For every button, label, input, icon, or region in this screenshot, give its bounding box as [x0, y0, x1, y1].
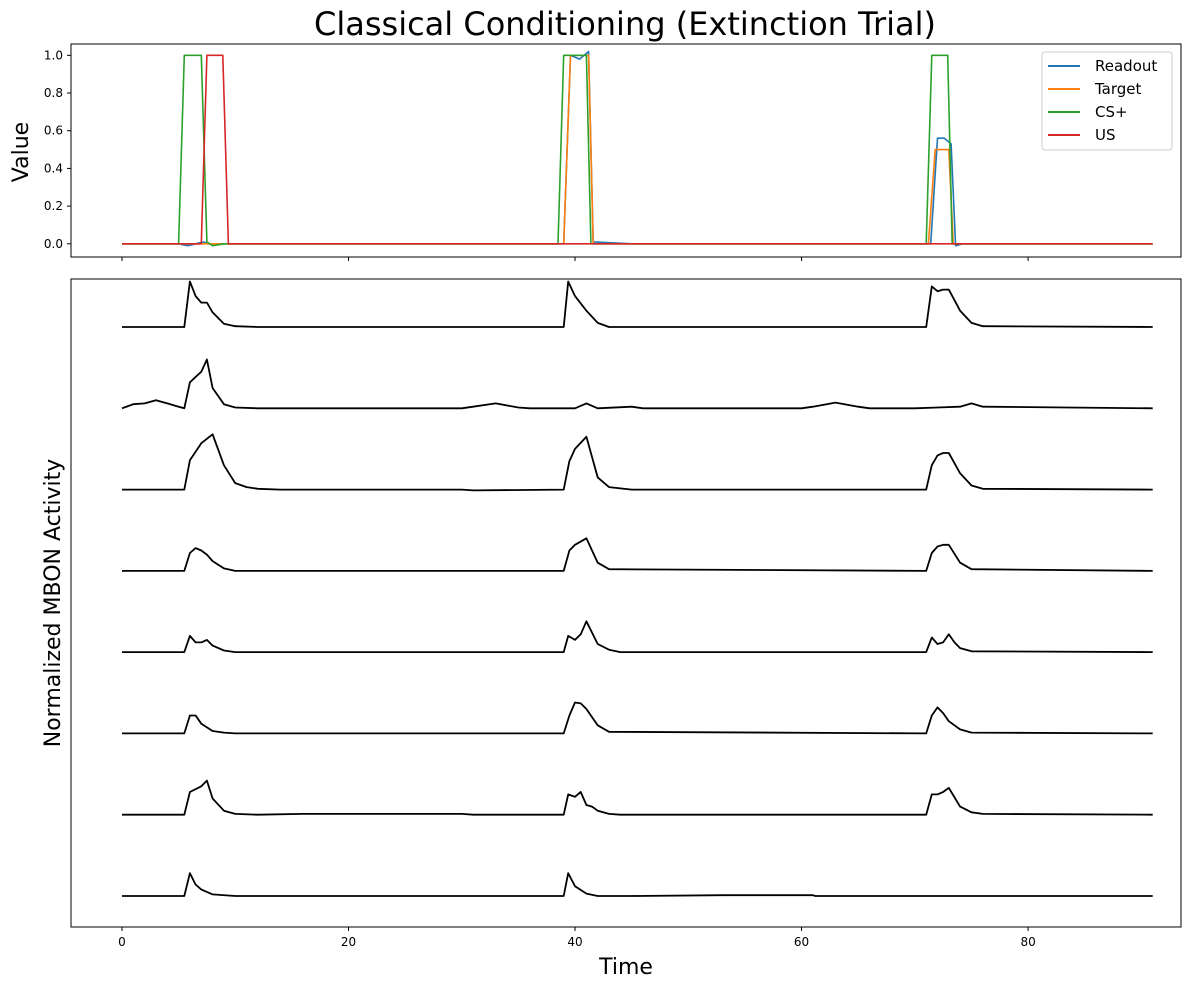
legend-item-us: US — [1048, 126, 1116, 144]
mbon-trace-7 — [122, 779, 1153, 816]
top-y-tick-label: 0.4 — [44, 161, 63, 175]
top-y-tick-label: 1.0 — [44, 48, 63, 62]
bottom-x-ticks: 0 20 40 60 80 — [118, 927, 1036, 949]
top-y-tick-label: 0.8 — [44, 86, 63, 100]
legend-label-readout: Readout — [1095, 57, 1157, 75]
legend-label-target: Target — [1094, 80, 1142, 98]
top-y-axis-label: Value — [9, 122, 34, 182]
mbon-trace-5 — [122, 620, 1153, 653]
top-y-tick-label: 0.0 — [44, 237, 63, 251]
x-axis-label: Time — [598, 955, 653, 980]
x-tick-label: 40 — [567, 935, 582, 949]
x-tick-label: 60 — [794, 935, 809, 949]
series-line-cs-plus — [122, 54, 1153, 247]
series-line-us — [122, 54, 1153, 245]
top-y-tick-label: 0.6 — [44, 124, 63, 138]
mbon-trace-4 — [122, 537, 1153, 572]
x-tick-label: 20 — [341, 935, 356, 949]
mbon-traces — [121, 280, 1153, 897]
legend-label-cs-plus: CS+ — [1095, 103, 1128, 121]
legend-item-target: Target — [1048, 80, 1142, 98]
bottom-panel: 0 20 40 60 80 Normalized MBON Activity Time — [41, 278, 1182, 980]
top-axes-frame — [70, 43, 1182, 258]
legend-label-us: US — [1095, 126, 1116, 144]
bottom-axes-frame — [70, 278, 1182, 928]
mbon-trace-3 — [122, 433, 1153, 492]
top-panel: 0.0 0.2 0.4 0.6 0.8 1.0 Value Readout Target … — [9, 43, 1182, 261]
mbon-trace-2 — [121, 358, 1153, 410]
x-tick-label: 0 — [118, 935, 126, 949]
top-x-ticks — [121, 257, 1029, 261]
mbon-trace-1 — [122, 280, 1153, 328]
mbon-trace-6 — [122, 701, 1153, 735]
top-y-tick-label: 0.2 — [44, 199, 63, 213]
bottom-y-axis-label: Normalized MBON Activity — [41, 459, 66, 747]
x-tick-label: 80 — [1020, 935, 1035, 949]
top-y-ticks: 0.0 0.2 0.4 0.6 0.8 1.0 — [44, 48, 71, 251]
chart-title: Classical Conditioning (Extinction Trial… — [314, 5, 936, 43]
legend-item-readout: Readout — [1048, 57, 1157, 75]
legend-item-cs-plus: CS+ — [1048, 103, 1128, 121]
legend: Readout Target CS+ US — [1041, 51, 1173, 151]
top-series-lines — [122, 50, 1153, 247]
legend-box — [1041, 51, 1173, 151]
mbon-trace-8 — [122, 872, 1153, 897]
